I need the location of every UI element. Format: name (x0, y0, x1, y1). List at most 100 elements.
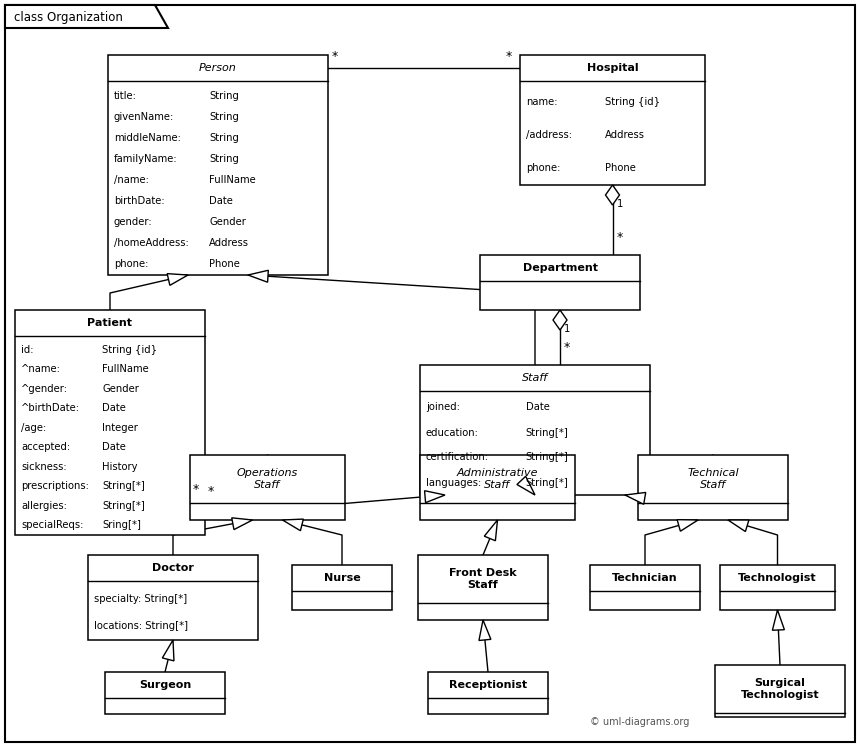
Text: phone:: phone: (526, 164, 561, 173)
Text: String {id}: String {id} (102, 345, 157, 355)
Bar (15, 310, 205, 535)
Text: FullName: FullName (209, 175, 256, 185)
Polygon shape (728, 520, 749, 532)
Text: *: * (208, 485, 214, 498)
Text: Staff: Staff (522, 373, 548, 383)
Bar (638, 455, 788, 520)
Text: name:: name: (526, 96, 557, 107)
Polygon shape (605, 185, 619, 205)
Text: Address: Address (209, 238, 249, 248)
Text: Nurse: Nurse (323, 573, 360, 583)
Text: /age:: /age: (21, 423, 46, 433)
Polygon shape (231, 518, 253, 530)
Text: specialty: String[*]: specialty: String[*] (94, 594, 187, 604)
Bar (420, 365, 650, 495)
Polygon shape (479, 620, 491, 640)
Text: Front Desk
Staff: Front Desk Staff (449, 568, 517, 590)
Text: String: String (209, 90, 239, 101)
Text: gender:: gender: (114, 217, 152, 227)
Text: Patient: Patient (88, 318, 132, 328)
Bar (720, 565, 835, 610)
Polygon shape (553, 310, 567, 330)
Text: Date: Date (102, 403, 126, 413)
Text: /name:: /name: (114, 175, 149, 185)
Text: Address: Address (605, 130, 645, 140)
Polygon shape (5, 5, 168, 28)
Text: History: History (102, 462, 138, 472)
Text: sickness:: sickness: (21, 462, 66, 472)
Text: String: String (209, 133, 239, 143)
Text: Doctor: Doctor (152, 563, 194, 573)
Bar (520, 55, 705, 185)
Text: id:: id: (21, 345, 34, 355)
Text: /address:: /address: (526, 130, 572, 140)
Text: Operations
Staff: Operations Staff (237, 468, 298, 490)
Bar (108, 55, 328, 275)
Text: familyName:: familyName: (114, 154, 178, 164)
Text: accepted:: accepted: (21, 442, 71, 452)
Text: Surgeon: Surgeon (138, 680, 191, 690)
Text: *: * (506, 50, 513, 63)
Text: *: * (564, 341, 570, 354)
Text: education:: education: (426, 427, 479, 438)
Text: © uml-diagrams.org: © uml-diagrams.org (590, 717, 690, 727)
Text: middleName:: middleName: (114, 133, 181, 143)
Text: class Organization: class Organization (14, 10, 123, 23)
Text: String[*]: String[*] (102, 481, 145, 492)
Text: String[*]: String[*] (525, 453, 568, 462)
Text: String: String (209, 154, 239, 164)
Text: Technologist: Technologist (738, 573, 817, 583)
Text: FullName: FullName (102, 365, 149, 374)
Bar (428, 672, 548, 714)
Text: Date: Date (102, 442, 126, 452)
Bar (418, 555, 548, 620)
Polygon shape (625, 492, 646, 504)
Text: ^name:: ^name: (21, 365, 61, 374)
Polygon shape (248, 270, 268, 282)
Text: phone:: phone: (114, 259, 149, 270)
Text: Department: Department (523, 263, 598, 273)
Text: 1: 1 (617, 199, 623, 209)
Text: Surgical
Technologist: Surgical Technologist (740, 678, 820, 700)
Text: prescriptions:: prescriptions: (21, 481, 89, 492)
Text: Person: Person (200, 63, 237, 73)
Bar (590, 565, 700, 610)
Text: ^birthDate:: ^birthDate: (21, 403, 80, 413)
Polygon shape (677, 520, 698, 531)
Text: Gender: Gender (209, 217, 246, 227)
Text: String[*]: String[*] (525, 477, 568, 488)
Polygon shape (282, 519, 304, 530)
Text: Date: Date (209, 196, 233, 206)
Bar (715, 665, 845, 717)
Text: *: * (332, 50, 338, 63)
Text: Sring[*]: Sring[*] (102, 520, 141, 530)
Text: givenName:: givenName: (114, 111, 175, 122)
Text: title:: title: (114, 90, 137, 101)
Bar (420, 455, 575, 520)
Text: String[*]: String[*] (525, 427, 568, 438)
Text: *: * (193, 483, 200, 495)
Text: String: String (209, 111, 239, 122)
Bar (88, 555, 258, 640)
Polygon shape (484, 520, 497, 541)
Bar (292, 565, 392, 610)
Text: /homeAddress:: /homeAddress: (114, 238, 188, 248)
Text: joined:: joined: (426, 403, 460, 412)
Text: locations: String[*]: locations: String[*] (94, 622, 188, 631)
Bar (190, 455, 345, 520)
Text: String {id}: String {id} (605, 96, 660, 107)
Polygon shape (517, 477, 535, 495)
Text: Phone: Phone (209, 259, 240, 270)
Text: ^gender:: ^gender: (21, 384, 68, 394)
Polygon shape (163, 640, 174, 661)
Text: Integer: Integer (102, 423, 138, 433)
Text: *: * (617, 231, 623, 244)
Bar (480, 255, 640, 310)
Text: specialReqs:: specialReqs: (21, 520, 83, 530)
Text: Administrative
Staff: Administrative Staff (457, 468, 538, 490)
Text: birthDate:: birthDate: (114, 196, 164, 206)
Text: Technical
Staff: Technical Staff (687, 468, 739, 490)
Text: languages:: languages: (426, 477, 482, 488)
Polygon shape (167, 273, 188, 285)
Text: Date: Date (525, 403, 550, 412)
